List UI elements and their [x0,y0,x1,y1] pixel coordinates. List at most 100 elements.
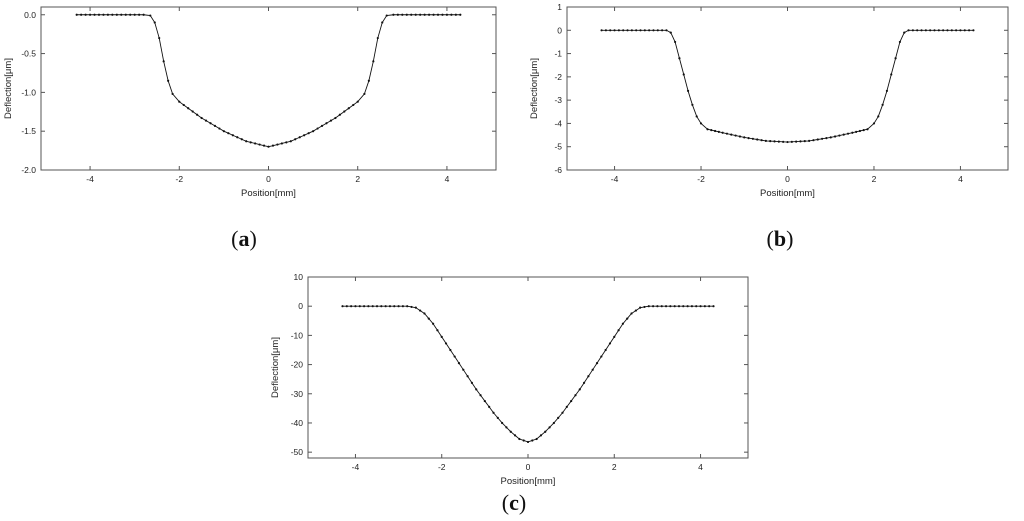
data-point [570,399,573,403]
data-point [149,14,152,17]
data-point [367,305,370,308]
data-point [604,348,607,352]
data-point [661,29,664,32]
y-tick-label: -1.5 [21,126,36,136]
data-point [167,79,170,82]
series-line [76,14,461,148]
data-point [916,29,919,32]
data-point [686,89,690,92]
data-point [475,388,478,391]
plot-frame [307,276,749,459]
data-point [419,309,422,312]
data-point [613,335,616,338]
data-point [423,13,426,16]
data-point [513,434,517,437]
data-point [375,305,379,308]
data-point [267,145,270,148]
data-point [617,329,620,332]
data-point [410,305,413,309]
data-point [414,306,417,309]
data-point [747,137,750,140]
data-point [444,342,448,345]
data-point [907,29,910,32]
chart-panel-a: -4 -2 0 2 4 0.0 -0.5 -1.0 -1.5 -2.0 Position[mm] De… [0,0,510,205]
data-point [712,305,715,308]
data-point [363,92,366,96]
data-point [833,135,837,138]
data-point [777,140,780,143]
data-point [350,305,353,308]
y-tick-label: -6 [554,165,562,175]
chart-a-svg: -4 -2 0 2 4 0.0 -0.5 -1.0 -1.5 -2.0 Position[mm] De… [3,6,497,199]
data-point [356,100,359,103]
data-point [639,29,642,32]
data-point [872,122,876,125]
data-point [376,36,379,40]
data-point [492,411,495,414]
data-point [75,13,78,16]
data-point [955,29,958,32]
data-point [102,13,105,16]
data-point [227,132,230,135]
y-tick-label: -4 [554,118,562,128]
data-point [903,31,906,34]
data-point [630,29,633,32]
data-point [457,362,461,365]
data-point [862,129,865,132]
data-point [885,89,889,92]
data-point [406,305,409,308]
data-point [427,317,430,320]
x-axis-label: Position[mm] [760,188,815,199]
data-point [401,13,404,16]
data-point [803,140,806,143]
y-axis-label: Deflection[μm] [270,337,281,398]
data-point [933,29,936,32]
y-tick-label: -2 [554,72,562,82]
data-point [276,143,279,146]
y-tick-label: -3 [554,95,562,105]
y-tick-label: -2.0 [21,165,36,175]
data-point [115,13,118,16]
data-point [929,29,932,32]
x-tick-label: -2 [697,174,705,184]
data-point [622,29,625,32]
data-point [920,29,923,32]
data-point [470,381,474,384]
data-point [479,394,482,397]
data-point [343,110,346,113]
data-point [338,113,341,116]
data-point [316,127,319,130]
data-point [626,29,629,32]
data-point [236,136,239,139]
data-point [924,29,927,32]
data-point [682,305,685,308]
y-tick-label: 0 [557,25,562,35]
data-point [695,115,698,118]
data-point [178,100,181,103]
data-point [643,305,646,309]
data-point [600,29,603,32]
plot-frame [566,6,1009,171]
data-point [795,140,798,143]
data-point [459,13,462,16]
data-point [138,13,141,16]
data-point [436,13,440,16]
data-point [88,13,92,16]
chart-panel-b: -4 -2 0 2 4 1 0 -1 -2 -3 -4 -5 -6 Position[mm] Deflect… [520,0,1024,205]
data-point [501,421,504,425]
data-point [858,129,862,133]
data-point [120,13,123,16]
x-tick-label: 4 [958,174,963,184]
data-point [158,36,161,40]
data-point [182,103,185,107]
data-point [946,29,949,32]
data-point [347,107,350,110]
data-point [877,115,880,118]
data-point [626,317,629,320]
data-point [695,305,698,308]
data-point [635,29,638,32]
data-point [816,138,819,141]
data-point [371,305,374,308]
data-point [218,127,221,130]
series-line [342,305,714,443]
